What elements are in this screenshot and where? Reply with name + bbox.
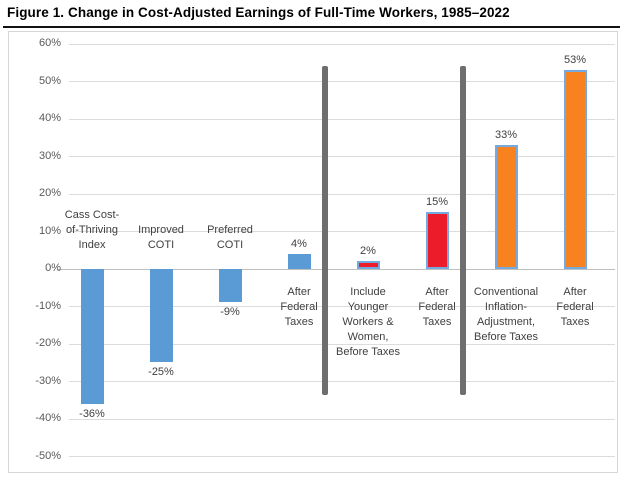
bar xyxy=(563,69,587,269)
chart-area: 60% 50% 40% 30% 20% 10% 0% -10% -20% -30% -40% -50%… xyxy=(8,31,618,473)
bar xyxy=(425,212,449,269)
gridline xyxy=(69,43,615,45)
y-axis-tick-label: 40% xyxy=(38,112,61,124)
bar xyxy=(287,253,311,269)
bar xyxy=(218,268,242,303)
gridline xyxy=(69,231,615,232)
bar-value-label: 53% xyxy=(563,53,587,66)
y-axis-tick-label: 50% xyxy=(38,74,61,87)
y-axis-tick-label: -50% xyxy=(35,449,61,462)
bar-category-label: Cass Cost- of-Thriving Index xyxy=(64,208,120,251)
bar-value-label: -36% xyxy=(79,407,105,420)
gridline xyxy=(69,306,615,307)
gridline xyxy=(69,156,615,157)
plot-area: 60% 50% 40% 30% 20% 10% 0% -10% -20% -30% -40% -50%… xyxy=(9,32,617,472)
bar-category-label: After Federal Taxes xyxy=(280,285,318,328)
bar-value-label: -9% xyxy=(220,306,240,319)
bar-value-label: 33% xyxy=(494,128,518,141)
y-axis-tick-label: 0% xyxy=(45,262,61,274)
figure-title: Figure 1. Change in Cost-Adjusted Earnin… xyxy=(7,5,510,20)
y-axis-tick-label: 60% xyxy=(38,37,61,49)
bar-value-label: 4% xyxy=(291,237,307,250)
group-divider xyxy=(460,66,466,395)
gridline xyxy=(69,118,615,120)
y-axis-tick-label: -40% xyxy=(35,412,61,424)
bar xyxy=(149,268,173,363)
gridline xyxy=(57,268,615,270)
title-underline xyxy=(3,26,620,28)
y-axis-tick-label: 20% xyxy=(38,187,61,199)
bar-value-label: -25% xyxy=(148,366,174,379)
bar-category-label: After Federal Taxes xyxy=(556,285,594,328)
bar-category-label: Conventional Inflation- Adjustment, Befo… xyxy=(473,285,539,343)
y-axis-tick-label: -20% xyxy=(35,337,61,349)
bar xyxy=(494,144,518,269)
bar-value-label: 15% xyxy=(425,196,449,209)
gridline xyxy=(69,81,615,82)
group-divider xyxy=(322,66,328,395)
gridline xyxy=(69,343,615,345)
y-axis-tick-label: 10% xyxy=(38,224,61,237)
bar xyxy=(356,261,380,269)
bar-category-label: After Federal Taxes xyxy=(418,285,456,328)
gridline xyxy=(69,193,615,195)
gridline xyxy=(69,418,615,420)
bar-value-label: 2% xyxy=(360,245,376,257)
y-axis-tick-label: 30% xyxy=(38,149,61,162)
bar-category-label: Preferred COTI xyxy=(207,223,253,251)
gridline xyxy=(69,381,615,382)
gridline xyxy=(69,456,615,457)
bar-category-label: Improved COTI xyxy=(138,223,184,251)
y-axis-tick-label: -10% xyxy=(35,299,61,312)
y-axis-tick-label: -30% xyxy=(35,374,61,387)
bar-category-label: Include Younger Workers & Women, Before … xyxy=(335,285,401,358)
bar xyxy=(80,268,104,404)
